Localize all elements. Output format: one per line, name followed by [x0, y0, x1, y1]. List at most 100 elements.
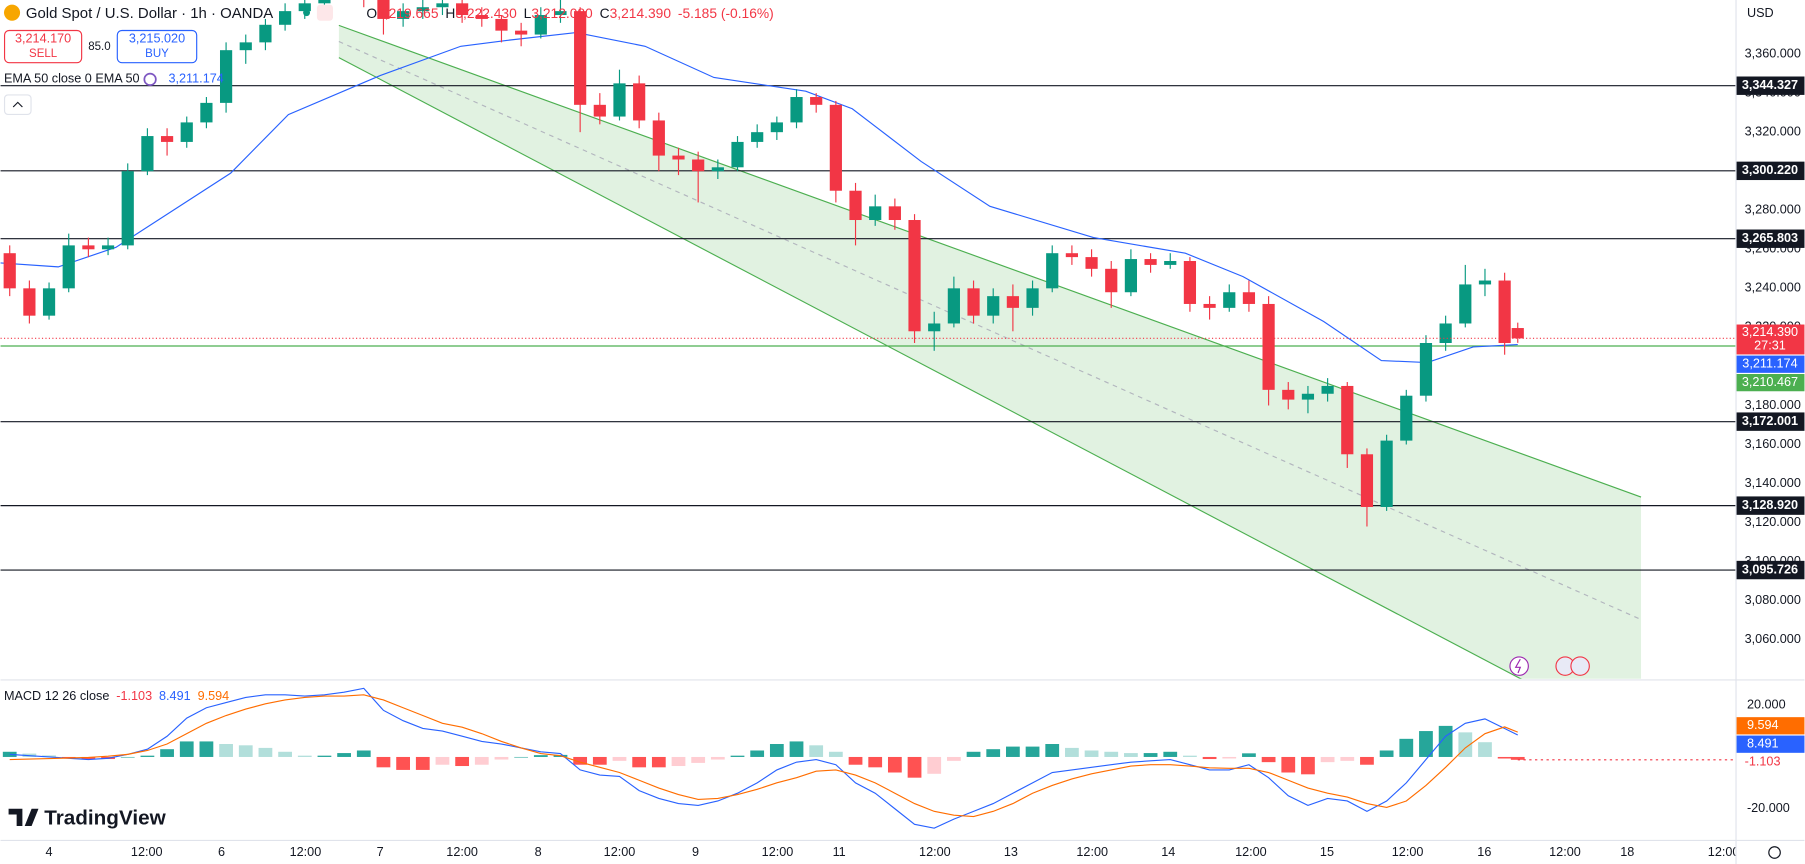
- time-axis: 4 12:00 6 12:00 7 12:00 8 12:00 9 12:00 11 12:00 13 1…: [46, 845, 1740, 859]
- macd-tick-label: 20.000: [1747, 698, 1786, 712]
- x-tick-label: 9: [692, 845, 699, 859]
- last-price-badge: [1736, 324, 1805, 355]
- macd-histogram-bar: [691, 756, 706, 763]
- candle-body: [121, 171, 134, 246]
- macd-histogram-bar: [612, 756, 627, 761]
- countdown: 27:31: [1754, 339, 1786, 353]
- x-tick-label: 4: [46, 845, 53, 859]
- macd-signal-line: [9, 694, 1518, 818]
- macd-macd-line: [9, 687, 1519, 829]
- hist-badge-label: -1.103: [1745, 754, 1781, 768]
- candle-body: [1006, 296, 1019, 308]
- candle-body: [1242, 292, 1256, 304]
- candle-body: [711, 167, 724, 172]
- candle-body: [456, 3, 469, 16]
- candle-body: [219, 50, 233, 103]
- candle-body: [967, 288, 980, 316]
- candle-body: [62, 245, 75, 289]
- x-tick-label: 12:00: [1392, 845, 1424, 859]
- candle-body: [1478, 280, 1492, 285]
- macd-histogram-bar: [671, 756, 686, 767]
- y-tick-label: 3,120.000: [1745, 515, 1801, 529]
- economic-event-icon[interactable]: [1570, 656, 1590, 676]
- event-bolt: [1514, 658, 1522, 674]
- settings-icon[interactable]: [1768, 846, 1781, 859]
- macd-histogram-bar: [1360, 756, 1374, 765]
- candle-body: [298, 3, 311, 12]
- ohlc-key: H: [445, 5, 455, 20]
- candle-body: [1341, 385, 1354, 455]
- market-status: [303, 9, 311, 17]
- macd-tick-label: -20.000: [1747, 801, 1790, 815]
- x-tick-label: 18: [1620, 845, 1634, 859]
- candle-body: [908, 220, 921, 332]
- macd-name: MACD 12 26 close: [4, 690, 109, 704]
- candle-body: [1144, 259, 1157, 265]
- candle-body: [495, 18, 508, 31]
- macd-hist-value: -1.103: [116, 690, 152, 704]
- candle-body: [1203, 303, 1216, 308]
- x-tick-label: 12:00: [762, 845, 794, 859]
- macd-histogram-bar: [337, 753, 351, 757]
- macd-histogram-bar: [946, 756, 961, 761]
- ohlc-value: 3,212.080: [531, 5, 593, 20]
- y-tick-label: 3,080.000: [1745, 593, 1801, 607]
- macd-histogram-bar: [376, 756, 391, 768]
- price-pane: [0, 0, 1736, 679]
- macd-histogram-bar: [1124, 753, 1138, 757]
- candle-body: [3, 253, 16, 289]
- signal-badge: [1736, 717, 1805, 735]
- candle-body: [593, 104, 606, 117]
- macd-histogram-bar: [160, 749, 174, 757]
- sell-button[interactable]: [3, 29, 83, 64]
- channel-fill: [338, 25, 1642, 679]
- channel-lower: [338, 57, 1522, 679]
- ema-value: 3,211.174: [169, 72, 224, 86]
- candle-body: [1400, 395, 1413, 441]
- macd-histogram-bar: [848, 756, 863, 765]
- macd-histogram-bar: [435, 756, 450, 765]
- macd-histogram-bar: [1281, 756, 1296, 773]
- candle-body: [574, 11, 587, 105]
- currency[interactable]: USD: [1747, 6, 1774, 20]
- macd-histogram-bar: [789, 741, 804, 757]
- macd-badge: [1736, 735, 1805, 753]
- symbol-title[interactable]: Gold Spot / U.S. Dollar · 1h · OANDA: [26, 5, 273, 22]
- candle-body: [731, 141, 744, 168]
- macd-histogram-bar: [1261, 756, 1276, 763]
- candle-body: [1124, 259, 1138, 293]
- y-tick-label: 3,140.000: [1745, 476, 1801, 490]
- macd-histogram-bar: [1222, 756, 1237, 759]
- ema-badge-label: 3,211.174: [1742, 357, 1797, 371]
- collapse-button[interactable]: [3, 94, 32, 116]
- candle-body: [534, 15, 547, 35]
- macd-histogram-bar: [592, 756, 607, 765]
- candle-body: [82, 245, 95, 250]
- macd-histogram-bar: [769, 744, 784, 757]
- x-tick-label: 12:00: [1708, 845, 1740, 859]
- macd-badge-label: 8.491: [1747, 737, 1779, 751]
- macd-histogram-bar: [238, 745, 253, 757]
- candle-body: [101, 245, 115, 250]
- candle-body: [633, 83, 646, 121]
- macd-histogram-bar: [868, 756, 883, 768]
- level-label: 3,300.220: [1742, 163, 1798, 177]
- event-icon[interactable]: [1509, 656, 1529, 676]
- candle-body: [1282, 389, 1295, 400]
- level-badge: [1736, 560, 1805, 580]
- macd-histogram-bar: [1025, 746, 1040, 757]
- macd-histogram-bar: [199, 741, 214, 757]
- candle-body: [1511, 328, 1524, 339]
- channel-mid: [338, 40, 1642, 621]
- level-badge: [1736, 229, 1805, 248]
- buy-button[interactable]: [116, 29, 198, 64]
- macd-histogram-bar: [533, 755, 548, 757]
- ema-settings-icon[interactable]: [143, 72, 157, 86]
- y-tick-label: 3,360.000: [1745, 46, 1801, 60]
- candle-body: [613, 83, 626, 117]
- x-tick-label: 14: [1161, 845, 1175, 859]
- level-label: 3,265.803: [1742, 231, 1798, 245]
- macd-histogram-bar: [986, 749, 1001, 757]
